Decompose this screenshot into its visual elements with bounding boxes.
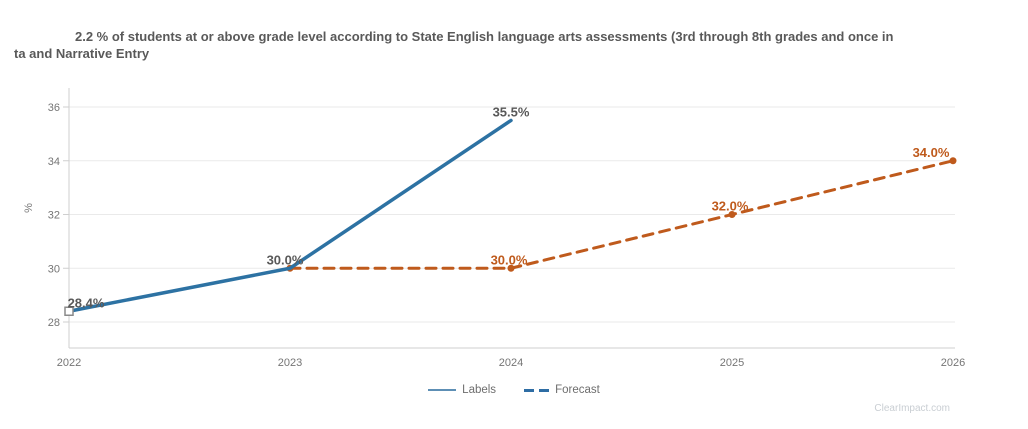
legend-label: Forecast bbox=[555, 384, 600, 396]
data-point-marker bbox=[64, 306, 74, 316]
data-point-label: 34.0% bbox=[913, 145, 950, 160]
data-point-label: 35.5% bbox=[493, 104, 530, 119]
legend-solid-line-swatch bbox=[428, 389, 457, 391]
clearimpact-watermark: ClearImpact.com bbox=[874, 403, 950, 414]
chart-title-line1: 2.2 % of students at or above grade leve… bbox=[75, 29, 894, 44]
y-tick-label: 30 bbox=[48, 263, 60, 275]
chart-title-line2: ta and Narrative Entry bbox=[14, 46, 150, 61]
chart-legend: Labels Forecast bbox=[0, 384, 1028, 396]
y-tick-label: 28 bbox=[48, 317, 60, 329]
data-point-label: 30.0% bbox=[267, 252, 304, 267]
data-point-marker bbox=[949, 157, 957, 165]
legend-item-forecast[interactable]: Forecast bbox=[524, 384, 600, 396]
data-point-label: 30.0% bbox=[491, 252, 528, 267]
data-point-label: 28.4% bbox=[68, 295, 105, 310]
data-point-marker bbox=[728, 211, 736, 218]
data-point-label: 32.0% bbox=[712, 199, 749, 214]
legend-dashed-line-swatch bbox=[524, 388, 550, 392]
x-tick-label: 2024 bbox=[499, 357, 523, 369]
data-point-marker bbox=[507, 264, 515, 272]
series-line-labels bbox=[67, 118, 513, 313]
legend-item-labels[interactable]: Labels bbox=[428, 384, 496, 396]
y-tick-label: 36 bbox=[48, 102, 60, 114]
y-tick-label: 34 bbox=[48, 156, 60, 168]
x-tick-label: 2025 bbox=[720, 357, 744, 369]
y-tick-label: 32 bbox=[48, 210, 60, 222]
series-line-forecast bbox=[288, 159, 955, 270]
legend-label: Labels bbox=[462, 384, 497, 396]
x-tick-label: 2022 bbox=[57, 357, 81, 369]
x-tick-label: 2026 bbox=[941, 357, 965, 369]
x-tick-label: 2023 bbox=[278, 357, 302, 369]
